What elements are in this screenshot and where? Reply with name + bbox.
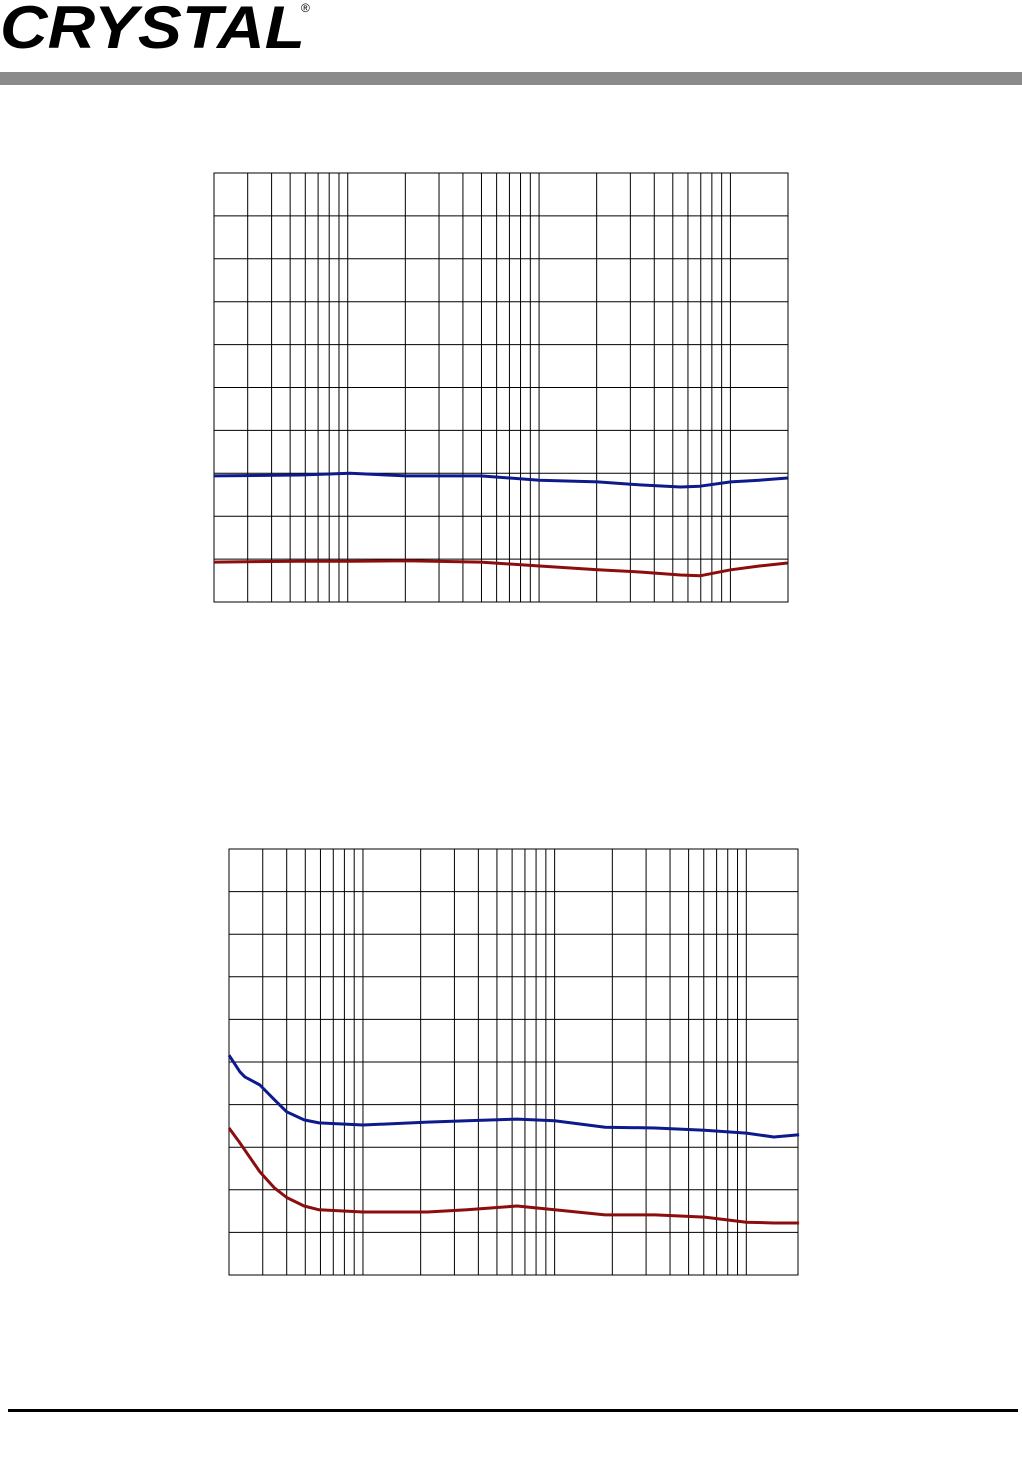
series-line bbox=[227, 1127, 800, 1225]
plot-frame bbox=[228, 848, 799, 1276]
series-line bbox=[227, 1054, 800, 1139]
series-line bbox=[213, 471, 788, 489]
header-bar bbox=[0, 72, 1022, 85]
logo: CRYSTAL bbox=[0, 0, 305, 61]
footer-rule bbox=[8, 1409, 1018, 1412]
plot-frame bbox=[213, 172, 789, 603]
registered-mark: ® bbox=[301, 1, 310, 15]
series-line bbox=[213, 559, 788, 578]
